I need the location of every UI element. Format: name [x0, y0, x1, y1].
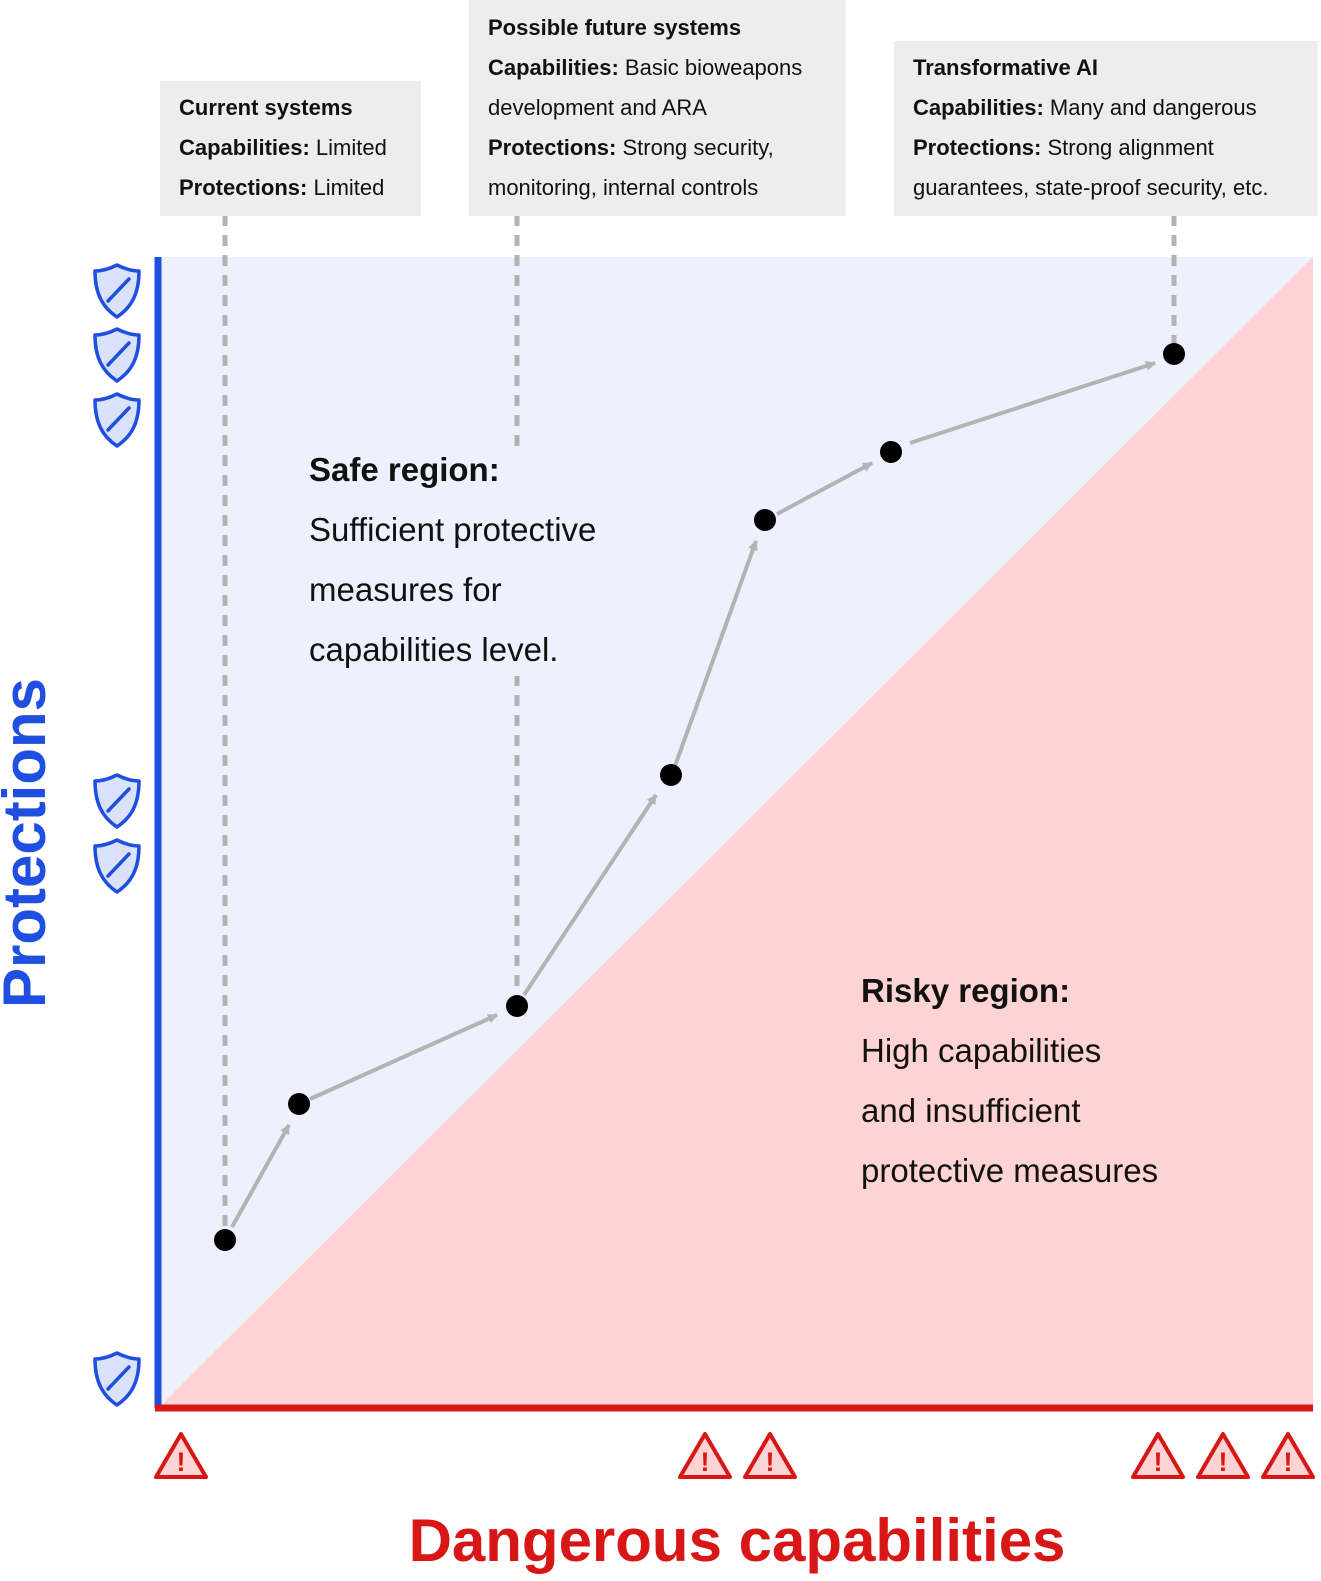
trajectory-point	[660, 764, 682, 786]
capabilities-value-cont: development and ARA	[488, 95, 707, 120]
svg-text:Protections: Limited: Protections: Limited	[179, 175, 384, 200]
svg-text:monitoring, internal controls: monitoring, internal controls	[488, 175, 758, 200]
safe-region-label: Safe region: Sufficient protective measu…	[309, 451, 596, 668]
shield-icon	[93, 263, 141, 319]
trajectory-arrow	[673, 540, 758, 767]
transformative-ai-annotation: Transformative AI Capabilities: Many and…	[894, 41, 1318, 216]
risky-region-label: Risky region: High capabilities and insu…	[861, 972, 1158, 1189]
capabilities-label: Capabilities:	[913, 95, 1044, 120]
trajectory-points	[214, 343, 1185, 1251]
trajectory-point	[880, 441, 902, 463]
annotation-title: Current systems	[179, 95, 353, 120]
protections-value: Limited	[307, 175, 384, 200]
annotation-title: Transformative AI	[913, 55, 1098, 80]
future-systems-annotation: Possible future systems Capabilities: Ba…	[469, 0, 846, 216]
svg-text:Transformative AI: Transformative AI	[913, 55, 1098, 80]
shield-icon	[93, 838, 141, 894]
risky-region-title: Risky region:	[861, 972, 1070, 1009]
warning-icon	[743, 1432, 797, 1479]
svg-text:Protections: Strong alignment: Protections: Strong alignment	[913, 135, 1214, 160]
trajectory-arrow	[776, 461, 873, 516]
svg-text:Protections: Strong security,: Protections: Strong security,	[488, 135, 774, 160]
svg-text:Capabilities: Many and dangero: Capabilities: Many and dangerous	[913, 95, 1257, 120]
protections-value-cont: monitoring, internal controls	[488, 175, 758, 200]
trajectory-point	[288, 1093, 310, 1115]
warning-icon	[1261, 1432, 1315, 1479]
x-axis-label: Dangerous capabilities	[409, 1507, 1066, 1574]
risky-region-line: and insufficient	[861, 1092, 1081, 1129]
warning-icon	[1131, 1432, 1185, 1479]
protections-label: Protections:	[179, 175, 307, 200]
trajectory-arrow	[230, 1124, 291, 1228]
svg-text:Capabilities: Basic bioweapons: Capabilities: Basic bioweapons	[488, 55, 802, 80]
risky-region-line: protective measures	[861, 1152, 1158, 1189]
safe-region-title: Safe region:	[309, 451, 500, 488]
point-future-systems	[506, 995, 528, 1017]
warning-icon	[154, 1432, 208, 1479]
capabilities-value: Basic bioweapons	[619, 55, 802, 80]
safe-region-line: measures for	[309, 571, 502, 608]
development-trajectory	[230, 361, 1156, 1228]
annotation-box	[160, 81, 421, 216]
point-current-systems	[214, 1229, 236, 1251]
svg-text:guarantees, state-proof securi: guarantees, state-proof security, etc.	[913, 175, 1268, 200]
capabilities-value: Many and dangerous	[1044, 95, 1257, 120]
trajectory-arrow	[909, 361, 1156, 445]
shield-icon	[93, 392, 141, 448]
trajectory-arrow	[309, 1013, 498, 1101]
trajectory-arrow	[522, 793, 658, 997]
svg-text:Capabilities: Limited: Capabilities: Limited	[179, 135, 387, 160]
capabilities-label: Capabilities:	[488, 55, 619, 80]
svg-text:Current systems: Current systems	[179, 95, 353, 120]
safe-region-line: Sufficient protective	[309, 511, 596, 548]
protections-value-cont: guarantees, state-proof security, etc.	[913, 175, 1268, 200]
annotation-box	[894, 41, 1318, 216]
svg-text:Possible future systems: Possible future systems	[488, 15, 741, 40]
point-transformative-ai	[1163, 343, 1185, 365]
shield-icon	[93, 773, 141, 829]
protections-label: Protections:	[913, 135, 1041, 160]
shield-icon	[93, 1351, 141, 1407]
capabilities-value: Limited	[310, 135, 387, 160]
svg-text:development and ARA: development and ARA	[488, 95, 707, 120]
protections-value: Strong alignment	[1041, 135, 1213, 160]
current-systems-annotation: Current systems Capabilities: Limited Pr…	[160, 81, 421, 216]
warning-icon	[678, 1432, 732, 1479]
risky-region-line: High capabilities	[861, 1032, 1101, 1069]
trajectory-point	[754, 509, 776, 531]
safe-region-line: capabilities level.	[309, 631, 558, 668]
capabilities-label: Capabilities:	[179, 135, 310, 160]
y-axis-label: Protections	[0, 678, 58, 1008]
risky-region	[158, 257, 1313, 1408]
shield-icon	[93, 327, 141, 383]
annotation-title: Possible future systems	[488, 15, 741, 40]
protections-value: Strong security,	[616, 135, 773, 160]
annotation-box	[469, 0, 846, 216]
warning-icon	[1196, 1432, 1250, 1479]
protections-label: Protections:	[488, 135, 616, 160]
safe-region-text-backdrop	[300, 448, 635, 676]
